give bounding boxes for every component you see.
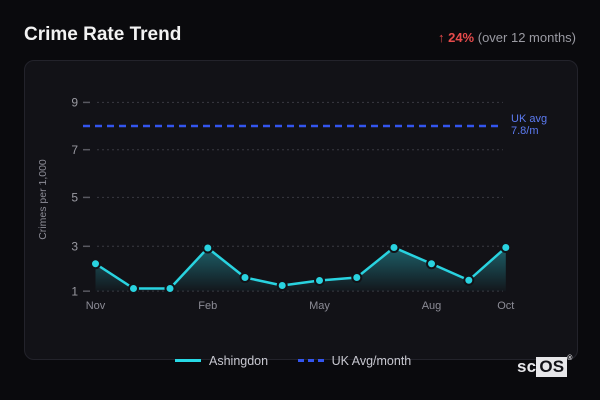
svg-text:UK avg: UK avg	[511, 113, 547, 125]
svg-text:9: 9	[71, 96, 78, 110]
svg-text:7: 7	[71, 143, 78, 157]
svg-text:Aug: Aug	[422, 300, 442, 312]
svg-text:May: May	[309, 300, 330, 312]
svg-text:Feb: Feb	[198, 300, 217, 312]
svg-text:Nov: Nov	[86, 300, 106, 312]
svg-text:5: 5	[71, 191, 78, 205]
svg-text:7.8/m: 7.8/m	[511, 125, 539, 137]
svg-text:1: 1	[71, 284, 78, 298]
svg-text:Oct: Oct	[497, 300, 514, 312]
svg-text:3: 3	[71, 239, 78, 253]
